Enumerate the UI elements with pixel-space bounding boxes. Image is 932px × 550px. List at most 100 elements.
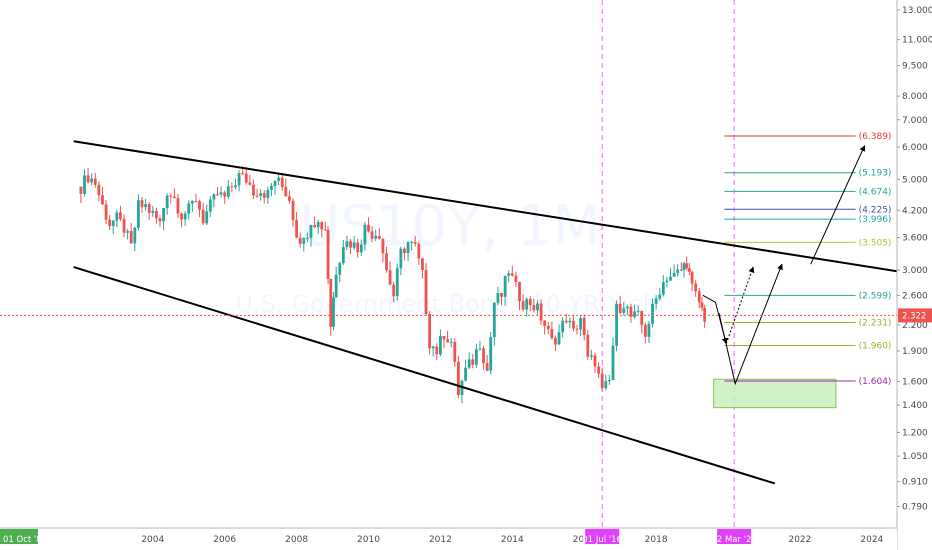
candle-body — [241, 173, 245, 175]
candle-body — [421, 258, 424, 271]
candle-body — [464, 367, 467, 381]
candle-body — [234, 185, 237, 188]
candle-body — [352, 242, 356, 248]
candle-body — [385, 253, 388, 271]
candle-body — [417, 243, 421, 259]
candle-body — [575, 328, 579, 330]
candle-body — [284, 187, 288, 197]
time-tick-label: 2018 — [645, 535, 668, 545]
candle-body — [298, 237, 302, 244]
candle-body — [536, 303, 539, 311]
candle-body — [697, 291, 701, 303]
price-tick-label: 9.500 — [902, 62, 928, 72]
candle-body — [392, 284, 396, 297]
time-axis[interactable]: 2004200620082010201220142016201820202022… — [0, 527, 897, 550]
candle-body — [367, 224, 370, 232]
candle-body — [320, 222, 324, 230]
projection-arrow-dotted — [725, 266, 755, 344]
candle-body — [111, 220, 115, 226]
candle-body — [252, 184, 255, 196]
candle-body — [510, 273, 514, 276]
candle-body — [219, 192, 223, 195]
candle-body — [126, 231, 130, 233]
candle-body — [456, 361, 460, 396]
candlestick-series — [79, 166, 707, 404]
candle-body — [212, 194, 216, 200]
fib-level-label: (4.225) — [859, 205, 892, 215]
candle-body — [277, 177, 281, 181]
candle-body — [607, 380, 611, 382]
candle-body — [341, 247, 345, 264]
candle-body — [582, 317, 586, 335]
time-tick-label: 2008 — [285, 535, 308, 545]
candle-body — [449, 341, 453, 343]
candle-body — [208, 199, 212, 212]
candle-body — [259, 193, 263, 196]
candle-body — [309, 224, 313, 238]
candle-body — [528, 299, 532, 306]
candle-body — [503, 275, 507, 297]
candle-body — [564, 320, 568, 323]
candle-body — [83, 175, 86, 194]
candle-body — [115, 212, 119, 221]
fib-level-label: (2.599) — [859, 291, 892, 301]
candle-body — [590, 355, 593, 357]
candle-body — [428, 314, 432, 349]
channel-upper-line — [73, 140, 908, 274]
candle-body — [439, 336, 442, 355]
candle-body — [377, 235, 381, 239]
candle-body — [381, 238, 385, 254]
candle-body — [685, 263, 689, 269]
candle-body — [687, 268, 691, 272]
candle-body — [388, 270, 392, 285]
candle-body — [201, 209, 205, 224]
candle-body — [496, 293, 500, 303]
candle-body — [183, 213, 187, 220]
candle-body — [442, 336, 446, 340]
candle-body — [349, 241, 352, 248]
candle-body — [133, 227, 137, 244]
target-zone-box — [713, 378, 837, 409]
candle-body — [302, 238, 306, 244]
candle-body — [216, 194, 219, 196]
date-marker-lines — [601, 0, 735, 528]
candle-body — [579, 317, 583, 330]
candle-body — [478, 348, 482, 350]
candle-body — [345, 241, 349, 248]
candle-body — [291, 200, 295, 221]
candle-body — [172, 196, 176, 199]
candle-body — [703, 307, 707, 322]
candle-body — [474, 349, 478, 365]
candle-body — [647, 323, 651, 337]
candle-body — [93, 178, 97, 185]
target-zone-layer — [713, 378, 837, 409]
candle-body — [79, 186, 83, 194]
candle-body — [334, 274, 338, 298]
date-marker-badge — [585, 529, 620, 544]
candle-body — [431, 346, 435, 349]
time-axis-background — [0, 528, 897, 550]
candle-body — [158, 218, 162, 222]
candle-body — [557, 332, 561, 345]
candle-body — [546, 325, 550, 330]
price-axis-background — [897, 0, 932, 550]
candle-body — [374, 235, 378, 239]
candle-body — [521, 301, 525, 310]
candle-body — [244, 173, 248, 183]
projection-arrow — [718, 263, 783, 386]
candle-body — [151, 210, 155, 213]
candle-body — [280, 177, 284, 188]
candle-body — [593, 355, 597, 367]
candle-body — [518, 282, 521, 302]
price-tick-label: 6.000 — [902, 143, 928, 153]
price-tick-label: 13.000 — [902, 6, 932, 16]
price-axis[interactable]: 13.000 11.000 9.500 8.000 7.000 6.000 5.000 4.2… — [896, 0, 932, 550]
price-tick-label: 3.600 — [902, 234, 928, 244]
channel-lines — [73, 140, 908, 485]
candle-body — [295, 220, 299, 238]
candle-body — [586, 334, 590, 357]
candle-body — [223, 192, 227, 197]
candle-body — [137, 200, 140, 228]
